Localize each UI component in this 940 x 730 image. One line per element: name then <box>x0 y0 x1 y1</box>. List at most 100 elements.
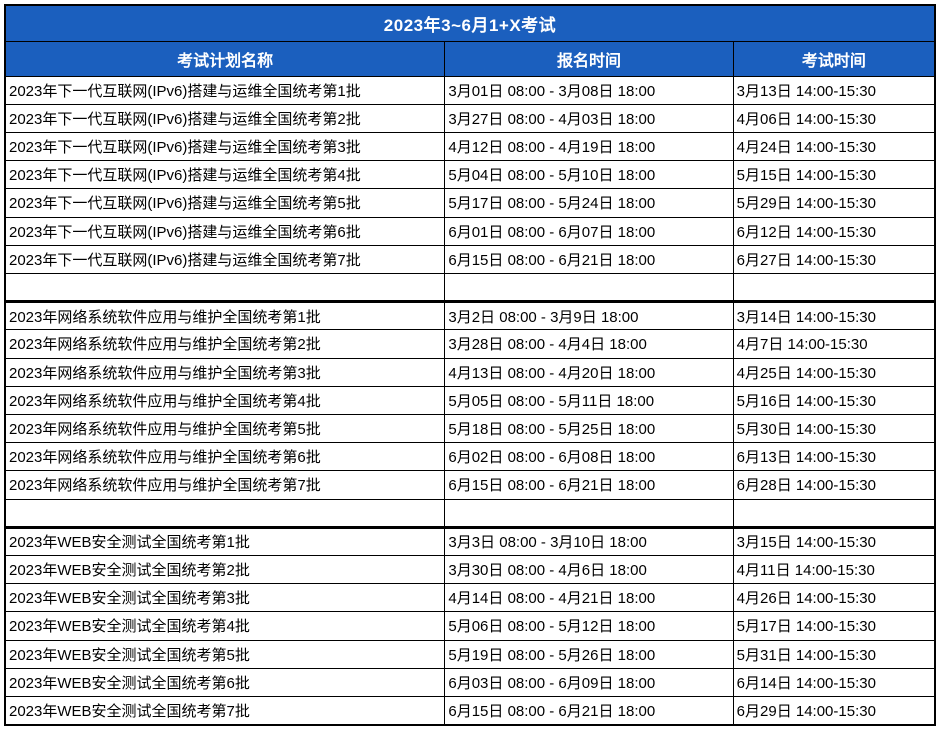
registration-time-cell: 4月14日 08:00 - 4月21日 18:00 <box>444 583 734 613</box>
registration-time-cell: 5月19日 08:00 - 5月26日 18:00 <box>444 639 734 669</box>
registration-time-cell: 5月05日 08:00 - 5月11日 18:00 <box>444 385 734 415</box>
spacer-row <box>4 498 936 529</box>
plan-name-cell: 2023年WEB安全测试全国统考第3批 <box>4 583 446 613</box>
table-row: 2023年下一代互联网(IPv6)搭建与运维全国统考第6批 6月01日 08:00… <box>4 216 936 246</box>
exam-time-cell: 5月29日 14:00-15:30 <box>732 188 936 218</box>
table-row: 2023年下一代互联网(IPv6)搭建与运维全国统考第3批 4月12日 08:00… <box>4 131 936 162</box>
plan-name-cell: 2023年网络系统软件应用与维护全国统考第7批 <box>4 470 446 500</box>
table-row: 2023年WEB安全测试全国统考第2批 3月30日 08:00 - 4月6日 18… <box>4 554 936 585</box>
exam-time-cell: 6月28日 14:00-15:30 <box>732 470 936 500</box>
registration-time-cell: 6月15日 08:00 - 6月21日 18:00 <box>444 244 734 274</box>
exam-schedule: 2023年3~6月1+X考试 考试计划名称 报名时间 考试时间 2023年下一代… <box>4 4 936 726</box>
table-row: 2023年下一代互联网(IPv6)搭建与运维全国统考第7批 6月15日 08:00… <box>4 244 936 274</box>
registration-time-cell: 3月27日 08:00 - 4月03日 18:00 <box>444 103 734 133</box>
plan-name-cell: 2023年下一代互联网(IPv6)搭建与运维全国统考第7批 <box>4 244 446 274</box>
exam-time-cell: 5月30日 14:00-15:30 <box>732 413 936 444</box>
exam-time-cell: 3月15日 14:00-15:30 <box>732 526 936 556</box>
plan-name-cell: 2023年网络系统软件应用与维护全国统考第2批 <box>4 329 446 359</box>
exam-time-cell: 4月11日 14:00-15:30 <box>732 554 936 585</box>
empty-cell <box>444 498 734 529</box>
exam-time-cell: 3月13日 14:00-15:30 <box>732 75 936 105</box>
registration-time-cell: 3月30日 08:00 - 4月6日 18:00 <box>444 554 734 585</box>
table-row: 2023年网络系统软件应用与维护全国统考第3批 4月13日 08:00 - 4月2… <box>4 357 936 387</box>
column-header-exam-time: 考试时间 <box>732 40 936 77</box>
empty-cell <box>4 272 446 304</box>
exam-time-cell: 4月25日 14:00-15:30 <box>732 357 936 387</box>
registration-time-cell: 3月01日 08:00 - 3月08日 18:00 <box>444 75 734 105</box>
table-row: 2023年网络系统软件应用与维护全国统考第7批 6月15日 08:00 - 6月2… <box>4 470 936 500</box>
exam-time-cell: 4月26日 14:00-15:30 <box>732 583 936 613</box>
plan-name-cell: 2023年网络系统软件应用与维护全国统考第1批 <box>4 301 446 331</box>
plan-name-cell: 2023年下一代互联网(IPv6)搭建与运维全国统考第4批 <box>4 160 446 190</box>
table-row: 2023年WEB安全测试全国统考第1批 3月3日 08:00 - 3月10日 18… <box>4 526 936 556</box>
registration-time-cell: 4月12日 08:00 - 4月19日 18:00 <box>444 131 734 162</box>
plan-name-cell: 2023年网络系统软件应用与维护全国统考第5批 <box>4 413 446 444</box>
registration-time-cell: 6月15日 08:00 - 6月21日 18:00 <box>444 470 734 500</box>
table-row: 2023年下一代互联网(IPv6)搭建与运维全国统考第4批 5月04日 08:00… <box>4 160 936 190</box>
table-row: 2023年WEB安全测试全国统考第7批 6月15日 08:00 - 6月21日 1… <box>4 695 936 726</box>
plan-name-cell: 2023年WEB安全测试全国统考第1批 <box>4 526 446 556</box>
table-row: 2023年网络系统软件应用与维护全国统考第6批 6月02日 08:00 - 6月0… <box>4 442 936 472</box>
plan-name-cell: 2023年WEB安全测试全国统考第4批 <box>4 611 446 641</box>
registration-time-cell: 5月17日 08:00 - 5月24日 18:00 <box>444 188 734 218</box>
plan-name-cell: 2023年网络系统软件应用与维护全国统考第6批 <box>4 442 446 472</box>
registration-time-cell: 6月03日 08:00 - 6月09日 18:00 <box>444 667 734 697</box>
table-body: 2023年下一代互联网(IPv6)搭建与运维全国统考第1批 3月01日 08:00… <box>4 75 936 726</box>
registration-time-cell: 5月18日 08:00 - 5月25日 18:00 <box>444 413 734 444</box>
table-row: 2023年网络系统软件应用与维护全国统考第4批 5月05日 08:00 - 5月1… <box>4 385 936 415</box>
exam-time-cell: 6月14日 14:00-15:30 <box>732 667 936 697</box>
spacer-row <box>4 272 936 304</box>
registration-time-cell: 3月28日 08:00 - 4月4日 18:00 <box>444 329 734 359</box>
table-row: 2023年WEB安全测试全国统考第4批 5月06日 08:00 - 5月12日 1… <box>4 611 936 641</box>
exam-time-cell: 4月7日 14:00-15:30 <box>732 329 936 359</box>
exam-time-cell: 5月16日 14:00-15:30 <box>732 385 936 415</box>
exam-time-cell: 3月14日 14:00-15:30 <box>732 301 936 331</box>
table-row: 2023年网络系统软件应用与维护全国统考第5批 5月18日 08:00 - 5月2… <box>4 413 936 444</box>
exam-time-cell: 6月12日 14:00-15:30 <box>732 216 936 246</box>
registration-time-cell: 3月2日 08:00 - 3月9日 18:00 <box>444 301 734 331</box>
registration-time-cell: 6月01日 08:00 - 6月07日 18:00 <box>444 216 734 246</box>
table-row: 2023年下一代互联网(IPv6)搭建与运维全国统考第1批 3月01日 08:00… <box>4 75 936 105</box>
title-row: 2023年3~6月1+X考试 <box>4 4 936 42</box>
registration-time-cell: 3月3日 08:00 - 3月10日 18:00 <box>444 526 734 556</box>
header-row: 考试计划名称 报名时间 考试时间 <box>4 40 936 77</box>
column-header-registration-time: 报名时间 <box>444 40 734 77</box>
exam-time-cell: 5月15日 14:00-15:30 <box>732 160 936 190</box>
plan-name-cell: 2023年下一代互联网(IPv6)搭建与运维全国统考第1批 <box>4 75 446 105</box>
table-title: 2023年3~6月1+X考试 <box>4 4 936 42</box>
exam-schedule-table: 2023年3~6月1+X考试 考试计划名称 报名时间 考试时间 2023年下一代… <box>4 4 936 726</box>
exam-time-cell: 5月31日 14:00-15:30 <box>732 639 936 669</box>
empty-cell <box>4 498 446 529</box>
registration-time-cell: 5月04日 08:00 - 5月10日 18:00 <box>444 160 734 190</box>
plan-name-cell: 2023年下一代互联网(IPv6)搭建与运维全国统考第3批 <box>4 131 446 162</box>
registration-time-cell: 6月02日 08:00 - 6月08日 18:00 <box>444 442 734 472</box>
plan-name-cell: 2023年WEB安全测试全国统考第6批 <box>4 667 446 697</box>
plan-name-cell: 2023年WEB安全测试全国统考第5批 <box>4 639 446 669</box>
table-row: 2023年WEB安全测试全国统考第6批 6月03日 08:00 - 6月09日 1… <box>4 667 936 697</box>
empty-cell <box>732 498 936 529</box>
registration-time-cell: 4月13日 08:00 - 4月20日 18:00 <box>444 357 734 387</box>
plan-name-cell: 2023年下一代互联网(IPv6)搭建与运维全国统考第2批 <box>4 103 446 133</box>
table-row: 2023年WEB安全测试全国统考第3批 4月14日 08:00 - 4月21日 1… <box>4 583 936 613</box>
table-row: 2023年下一代互联网(IPv6)搭建与运维全国统考第2批 3月27日 08:00… <box>4 103 936 133</box>
registration-time-cell: 5月06日 08:00 - 5月12日 18:00 <box>444 611 734 641</box>
table-row: 2023年下一代互联网(IPv6)搭建与运维全国统考第5批 5月17日 08:00… <box>4 188 936 218</box>
plan-name-cell: 2023年网络系统软件应用与维护全国统考第3批 <box>4 357 446 387</box>
table-row: 2023年网络系统软件应用与维护全国统考第1批 3月2日 08:00 - 3月9日… <box>4 301 936 331</box>
registration-time-cell: 6月15日 08:00 - 6月21日 18:00 <box>444 695 734 726</box>
exam-time-cell: 5月17日 14:00-15:30 <box>732 611 936 641</box>
table-row: 2023年WEB安全测试全国统考第5批 5月19日 08:00 - 5月26日 1… <box>4 639 936 669</box>
column-header-plan-name: 考试计划名称 <box>4 40 446 77</box>
exam-time-cell: 6月13日 14:00-15:30 <box>732 442 936 472</box>
plan-name-cell: 2023年WEB安全测试全国统考第7批 <box>4 695 446 726</box>
exam-time-cell: 4月24日 14:00-15:30 <box>732 131 936 162</box>
exam-time-cell: 4月06日 14:00-15:30 <box>732 103 936 133</box>
plan-name-cell: 2023年下一代互联网(IPv6)搭建与运维全国统考第6批 <box>4 216 446 246</box>
exam-time-cell: 6月27日 14:00-15:30 <box>732 244 936 274</box>
table-row: 2023年网络系统软件应用与维护全国统考第2批 3月28日 08:00 - 4月4… <box>4 329 936 359</box>
plan-name-cell: 2023年下一代互联网(IPv6)搭建与运维全国统考第5批 <box>4 188 446 218</box>
empty-cell <box>732 272 936 304</box>
exam-time-cell: 6月29日 14:00-15:30 <box>732 695 936 726</box>
plan-name-cell: 2023年网络系统软件应用与维护全国统考第4批 <box>4 385 446 415</box>
empty-cell <box>444 272 734 304</box>
